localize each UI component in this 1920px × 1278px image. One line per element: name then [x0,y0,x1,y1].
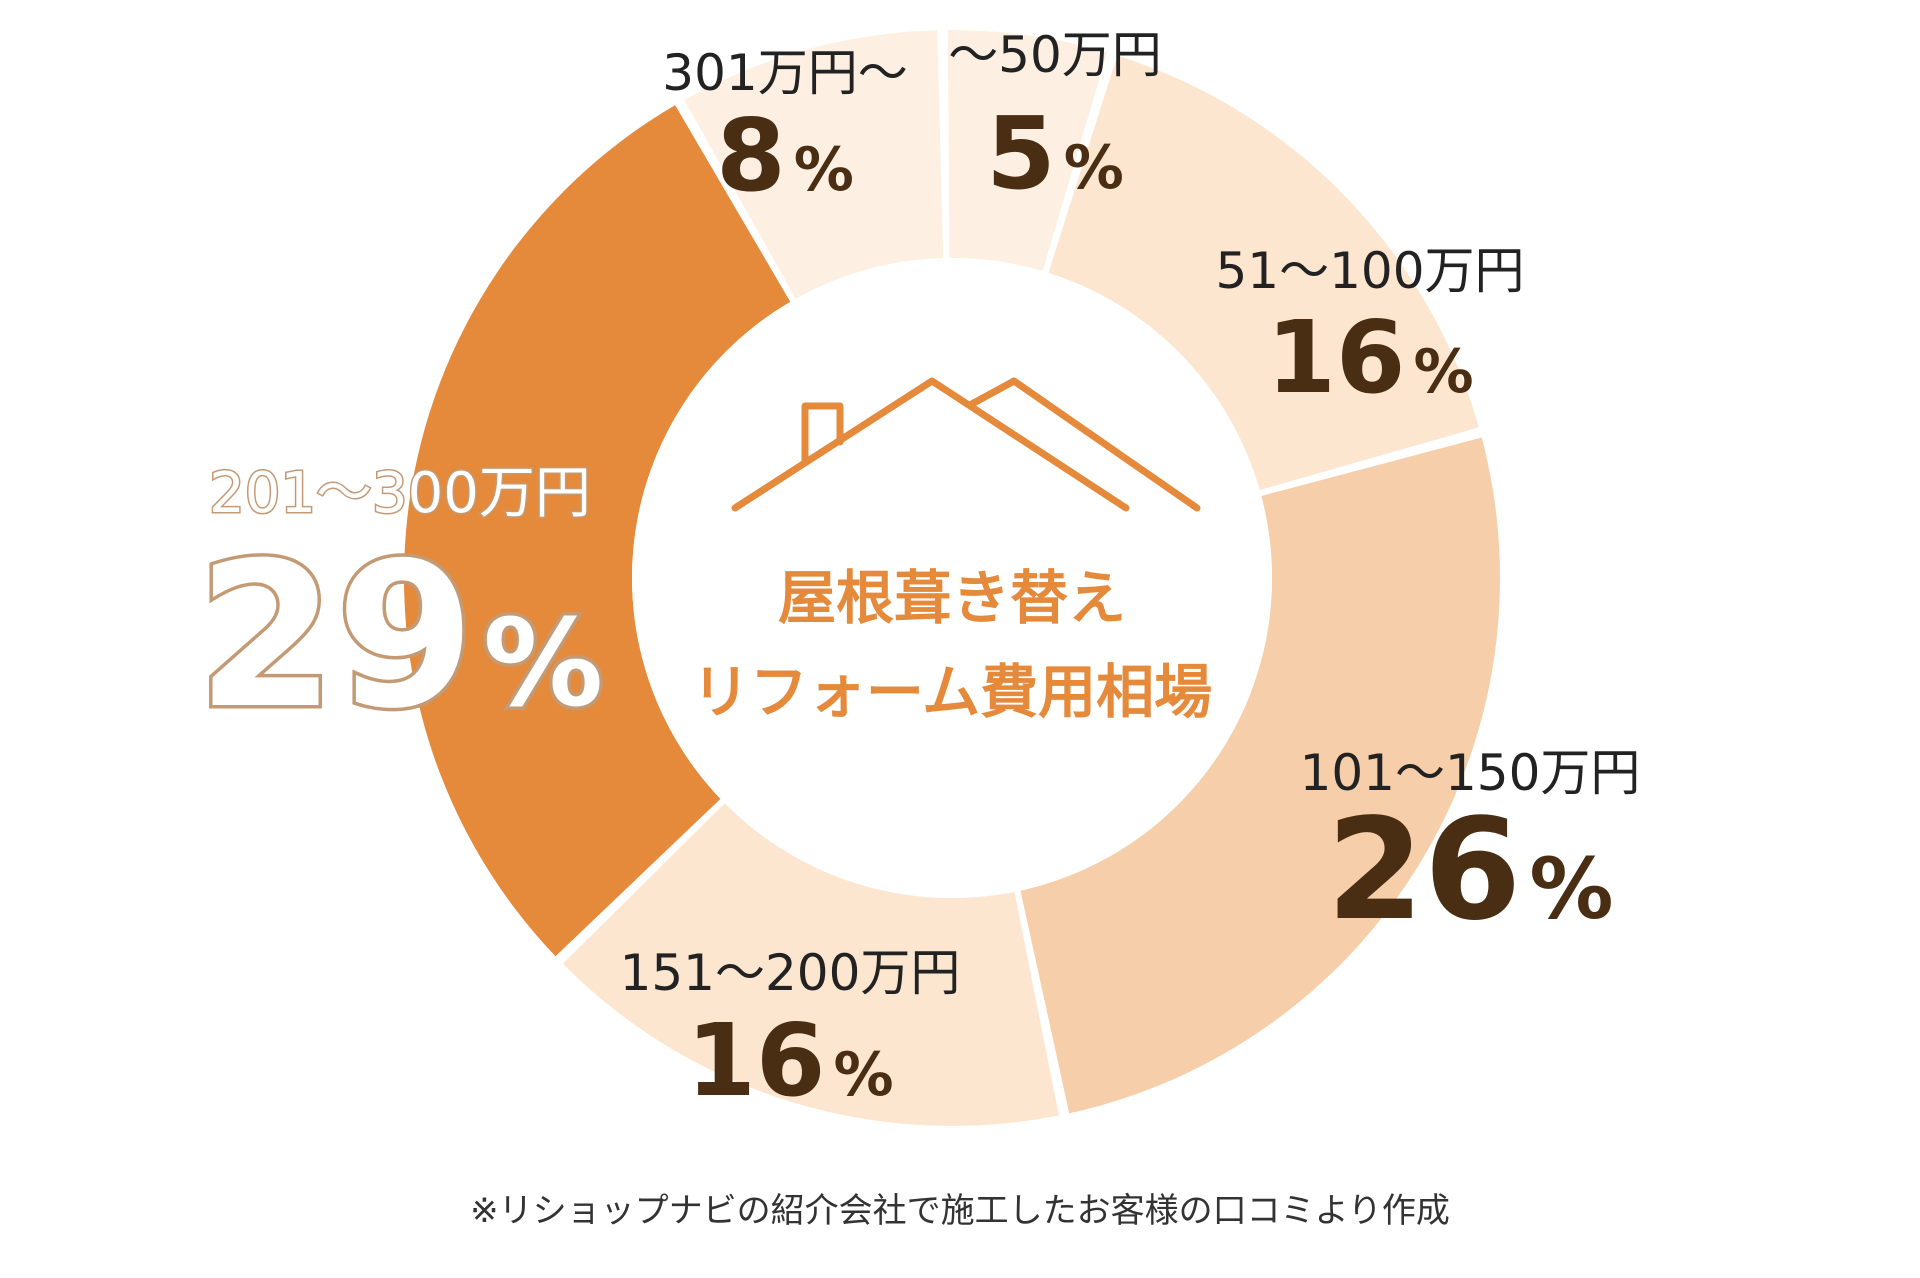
pie-slice [1020,437,1501,1114]
slice-value-label: 8% [716,97,854,214]
slice-value-label: 16% [686,1002,893,1119]
pie-slice [684,30,944,299]
slice-category-label: 51〜100万円 [1215,242,1524,300]
slice-category-label: 151〜200万円 [620,944,961,1002]
slice-value-label: 16% [1266,299,1473,416]
center-title-line-1: 屋根葺き替え [778,564,1126,632]
chart-slices [404,30,1501,1127]
house-icon [731,377,1201,512]
slice-value-label: 26% [1327,789,1614,952]
slice-category-label: 101〜150万円 [1300,744,1641,802]
slice-category-label: 〜50万円 [948,26,1162,84]
pie-slice [404,105,791,957]
slice-value-label: 5% [986,95,1124,212]
slice-category-label: 301万円〜 [662,44,907,102]
pie-slice [947,30,1108,272]
chart-center-hole [632,258,1272,898]
pie-slice [1048,55,1479,491]
footnote: ※リショップナビの紹介会社で施工したお客様の口コミより作成 [470,1191,1450,1231]
pie-slice [562,803,1059,1127]
slice-category-label: 201〜300万円 [209,461,591,526]
center-title-line-2: リフォーム費用相場 [692,658,1212,726]
slice-value-label: 29% [197,520,604,753]
